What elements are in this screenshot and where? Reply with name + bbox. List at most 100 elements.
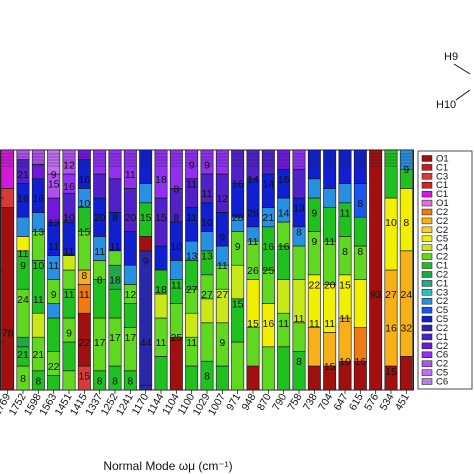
bar-segment: [353, 149, 367, 184]
data-label: 13: [48, 217, 60, 229]
data-label: 44: [140, 337, 152, 349]
bar-segment: [277, 279, 291, 314]
data-label: 17: [94, 337, 106, 349]
bar-segment: [231, 149, 245, 184]
data-label: 16: [354, 356, 366, 368]
legend-label: C3: [436, 171, 448, 182]
data-label: 9: [219, 231, 225, 243]
data-label: 25: [262, 265, 274, 277]
data-label: 8: [357, 198, 363, 210]
x-tick-label: 758: [285, 391, 304, 412]
bar-segment: [277, 346, 291, 391]
legend-swatch: [421, 324, 433, 332]
data-label: 15: [78, 371, 90, 383]
legend-swatch: [421, 369, 433, 376]
legend-label: C5: [436, 314, 448, 325]
data-label: 17: [124, 332, 136, 344]
bar-column: 8 17 8 11 20: [93, 149, 107, 391]
bar-segment: [338, 183, 352, 204]
data-label: 8: [97, 375, 103, 387]
data-label: 10: [32, 260, 44, 272]
data-label: 15: [48, 179, 60, 191]
data-label: 10: [339, 356, 351, 368]
legend-label: C2: [436, 359, 448, 370]
legend-label: O1: [436, 153, 449, 164]
bar-column: 11 22 9 9: [307, 149, 321, 391]
bar-segment: [200, 322, 214, 362]
data-label: 15: [155, 212, 167, 224]
bar-segment: [123, 264, 137, 285]
data-label: 9: [311, 207, 317, 219]
data-label: 20: [324, 279, 336, 291]
bar-segment: [139, 250, 153, 386]
legend-swatch: [421, 351, 433, 358]
bar-column: 16 25 16 21 14: [261, 149, 275, 391]
data-label: 16: [278, 174, 290, 186]
legend-label: C2: [436, 341, 448, 352]
legend-label: C2: [436, 252, 448, 263]
data-label: 8: [204, 371, 210, 383]
bar-segment: [123, 188, 137, 232]
data-label: 8: [296, 227, 302, 239]
bar-column: 93: [369, 149, 383, 391]
bar-segment: [353, 279, 367, 328]
x-tick-label: 704: [316, 391, 335, 412]
data-label: 9: [143, 255, 149, 267]
bar-segment: [16, 149, 30, 160]
bar-segment: [47, 317, 61, 352]
data-label: 11: [217, 260, 228, 272]
data-label: 15: [140, 212, 152, 224]
data-label: 11: [18, 248, 29, 260]
data-label: 25: [170, 332, 182, 344]
data-label: 8: [81, 270, 87, 282]
bar-column: 15 16 27 10: [384, 149, 398, 391]
data-label: 13: [186, 251, 198, 263]
data-label: 12: [124, 289, 136, 301]
legend-label: C2: [436, 296, 448, 307]
legend-label: C1: [436, 332, 448, 343]
data-label: 15: [78, 227, 90, 239]
data-label: 27: [385, 289, 397, 301]
x-tick-label: 615: [347, 391, 366, 412]
legend-label: C2: [436, 216, 448, 227]
bar-column: 8 17 18 11 8: [108, 149, 122, 391]
x-tick-label: 451: [393, 391, 412, 412]
bar-segment: [108, 178, 122, 213]
data-label: 8: [342, 246, 348, 258]
x-axis-title: Normal Mode ωμ (cm⁻¹): [103, 459, 232, 473]
bar-segment: [169, 336, 183, 391]
bar-segment: [292, 322, 306, 352]
data-label: 15: [339, 279, 351, 291]
data-label: 27: [216, 289, 228, 301]
bar-segment: [169, 260, 183, 280]
data-label: 24: [17, 294, 29, 306]
bar-segment: [47, 375, 61, 391]
data-label: 9: [204, 159, 210, 171]
x-axis: 1769175215981563145114151337125212411170…: [0, 390, 412, 418]
data-label: 22: [48, 361, 60, 373]
bar-segment: [399, 250, 413, 357]
bar-segment: [292, 149, 306, 170]
bar-column: 15 11 20 11: [323, 149, 337, 391]
atom-label-h9: H9: [444, 51, 458, 63]
bar-segment: [307, 365, 321, 391]
bar-segment: [77, 149, 91, 160]
data-label: 8: [173, 212, 179, 224]
data-label: 14: [278, 207, 290, 219]
bar-segment: [139, 384, 153, 391]
data-label: 16: [262, 318, 274, 330]
x-tick-label: 576: [362, 391, 381, 412]
legend-swatch: [421, 378, 433, 385]
data-label: 93: [370, 289, 382, 301]
legend-swatch: [421, 280, 433, 287]
data-label: 22: [78, 337, 90, 349]
data-label: 15: [232, 299, 244, 311]
bar-column: 78: [1, 149, 15, 391]
bar-segment: [108, 149, 122, 180]
data-label: 27: [201, 289, 213, 301]
bar-segment: [1, 149, 15, 189]
bar-segment: [384, 269, 398, 367]
data-label: 20: [94, 212, 106, 224]
